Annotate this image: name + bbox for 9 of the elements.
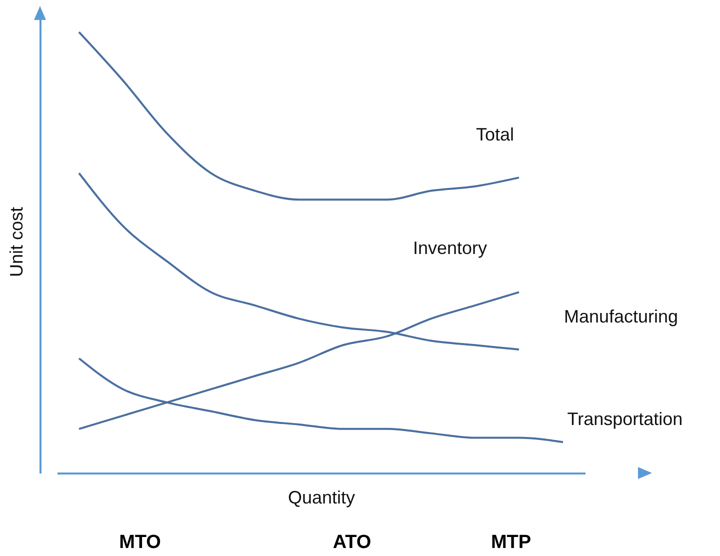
series-label: Total — [476, 124, 514, 145]
text: MTO — [119, 532, 161, 554]
text: ATO — [332, 532, 372, 554]
series-label: Transportation — [567, 409, 683, 430]
text: MTP — [490, 532, 532, 554]
y-axis-title: Unit cost — [6, 206, 26, 278]
text: Inventory — [412, 238, 488, 258]
text: Manufacturing — [564, 306, 678, 327]
x-axis-title: Quantity — [288, 488, 356, 508]
